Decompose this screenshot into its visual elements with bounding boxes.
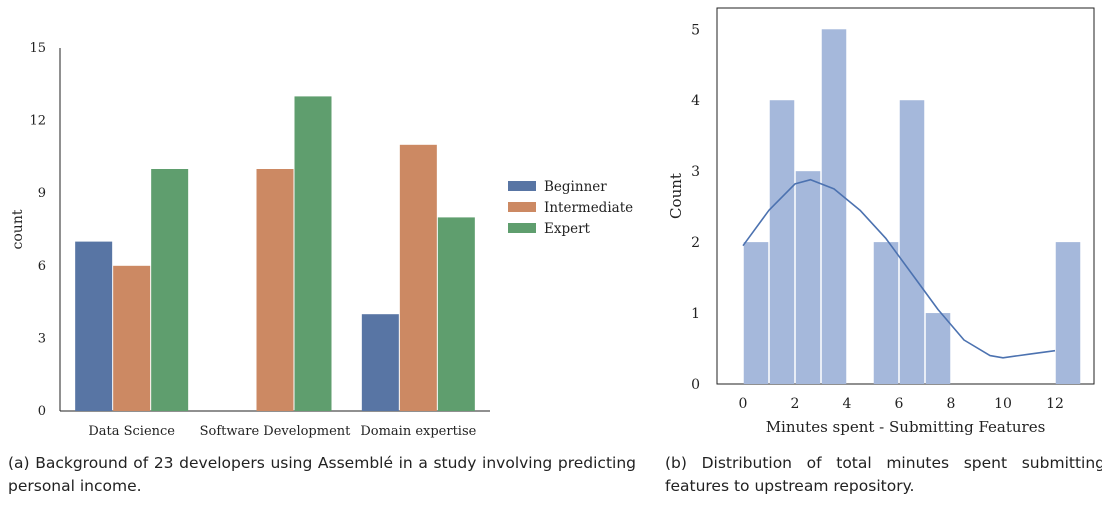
caption-b: (b) Distribution of total minutes spent …	[665, 454, 1102, 495]
y-tick-label: 12	[29, 114, 46, 129]
bar-intermediate	[113, 265, 151, 411]
legend-swatch-expert	[508, 223, 536, 233]
legend-label-expert: Expert	[544, 221, 591, 237]
legend-swatch-beginner	[508, 181, 536, 191]
x-tick-label: 12	[1046, 396, 1064, 412]
x-tick-label: Data Science	[88, 424, 175, 439]
histogram-bar	[769, 100, 795, 385]
y-tick-label: 4	[691, 93, 700, 109]
legend-swatch-intermediate	[508, 202, 536, 212]
x-tick-label: 6	[895, 396, 904, 412]
bar-expert	[151, 169, 189, 411]
x-tick-label: 0	[739, 396, 748, 412]
x-tick-label: 10	[994, 396, 1012, 412]
density-curve	[742, 178, 1056, 359]
x-tick-label: 4	[843, 396, 852, 412]
y-axis-label: Count	[667, 173, 685, 219]
bar-intermediate	[399, 144, 437, 412]
y-tick-label: 15	[29, 41, 46, 56]
histogram-bar	[925, 313, 951, 384]
y-tick-label: 3	[691, 164, 700, 180]
caption-a: (a) Background of 23 developers using As…	[8, 454, 636, 495]
histogram-bar	[743, 242, 769, 384]
y-axis-label: count	[10, 209, 26, 249]
x-axis-label: Minutes spent - Submitting Features	[766, 418, 1046, 436]
legend-label-intermediate: Intermediate	[544, 200, 633, 216]
x-tick-label: 8	[947, 396, 956, 412]
x-tick-label: 2	[791, 396, 800, 412]
histogram-bar	[821, 29, 847, 384]
legend-label-beginner: Beginner	[544, 179, 607, 195]
y-tick-label: 0	[691, 377, 700, 393]
y-tick-label: 3	[38, 331, 46, 346]
y-tick-label: 9	[38, 186, 46, 201]
x-tick-label: Domain expertise	[360, 424, 476, 439]
histogram-bar	[873, 242, 899, 384]
bar-expert	[437, 217, 475, 411]
bar-beginner	[361, 314, 399, 411]
bar-intermediate	[256, 169, 294, 411]
chart-background-bar: 0 3 6 9 12 15 count Data Science Software Develo…	[10, 41, 633, 439]
y-tick-label: 5	[691, 22, 700, 38]
histogram-bar	[899, 100, 925, 385]
y-tick-label: 2	[691, 235, 700, 251]
bar-beginner	[75, 241, 113, 411]
y-tick-label: 0	[38, 404, 46, 419]
x-tick-label: Software Development	[200, 424, 352, 439]
y-tick-label: 1	[691, 306, 700, 322]
bar-expert	[294, 96, 332, 412]
histogram-bar	[795, 171, 821, 384]
histogram-bar	[1055, 242, 1081, 384]
y-tick-label: 6	[38, 259, 46, 274]
